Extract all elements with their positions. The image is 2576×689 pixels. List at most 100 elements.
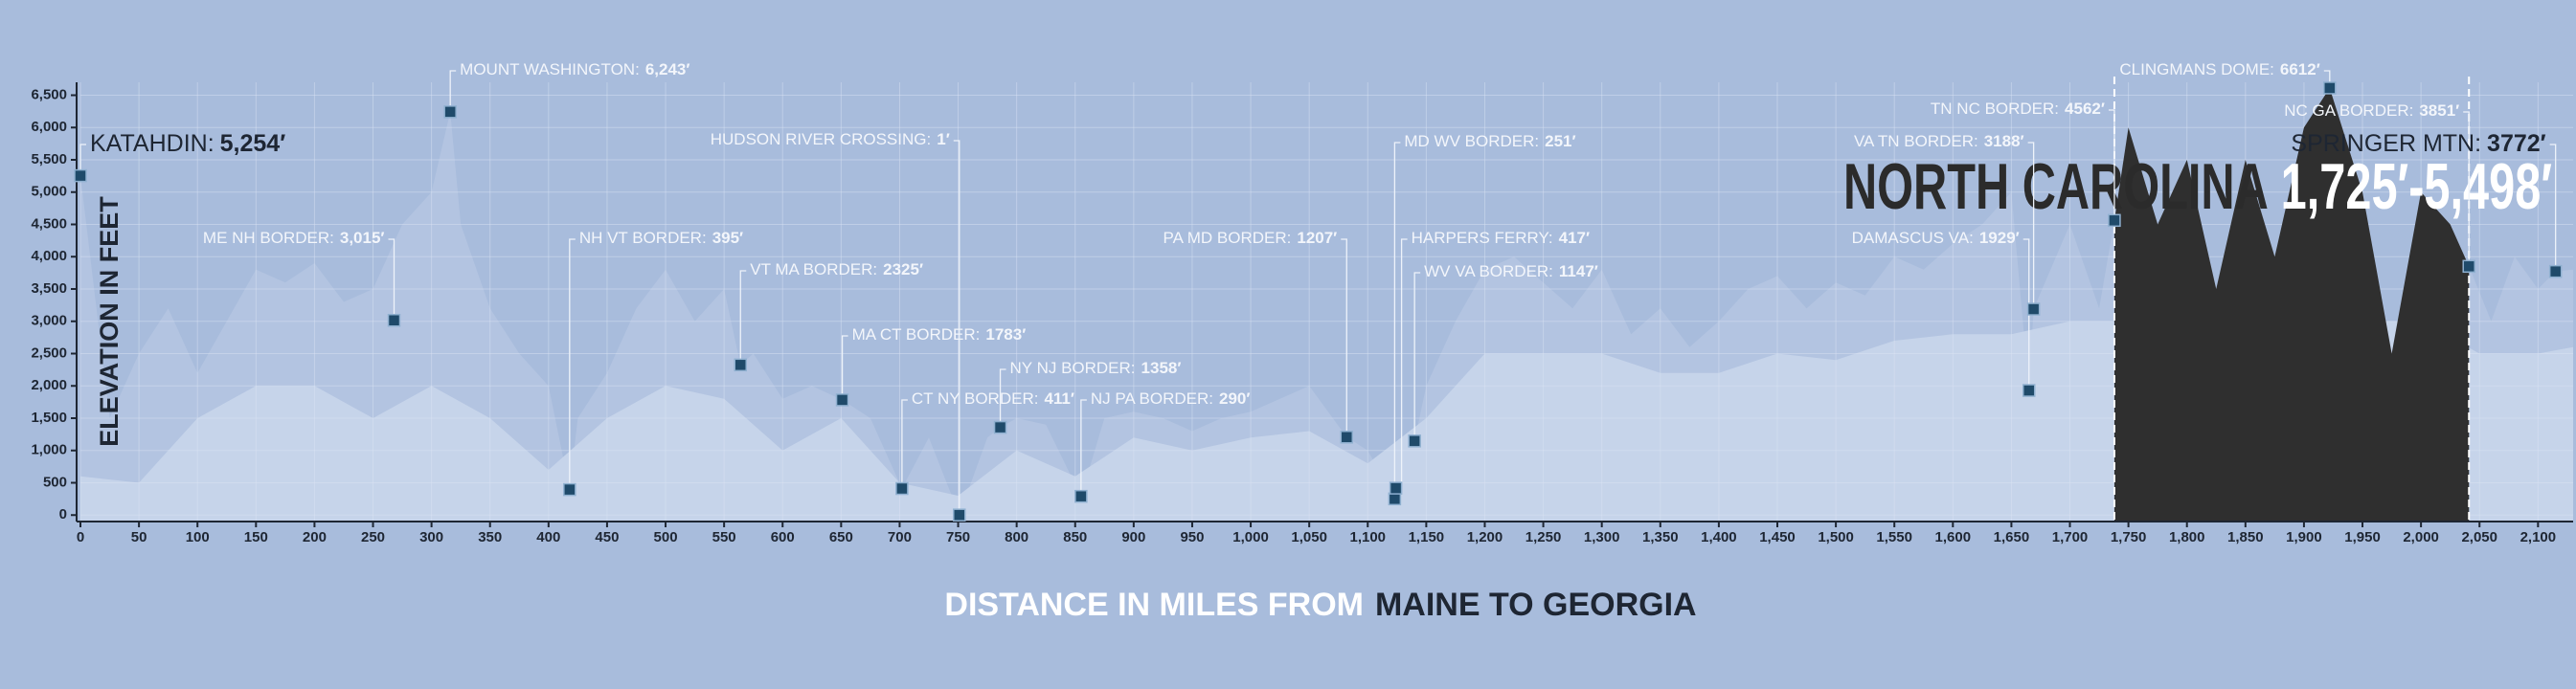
x-tick-label: 1,600 <box>1935 529 1972 545</box>
annotation-value: 2325′ <box>883 260 923 278</box>
annotation-name: VA TN BORDER: <box>1854 132 1978 150</box>
y-tick-label: 5,500 <box>31 151 67 167</box>
highlight-title: NORTH CAROLINA1,725′-5,498′ <box>1843 150 2552 223</box>
annotation-value: 1929′ <box>1979 229 2020 247</box>
x-tick-label: 1,400 <box>1701 529 1737 545</box>
leader-line <box>1341 238 1347 432</box>
x-tick-label: 1,950 <box>2344 529 2381 545</box>
y-axis-title: ELEVATION IN FEET <box>95 196 124 447</box>
annotation-name: MOUNT WASHINGTON: <box>460 60 640 78</box>
annotation-value: 290′ <box>1219 389 1250 408</box>
annotation-name: NY NJ BORDER: <box>1010 359 1136 377</box>
x-tick-label: 950 <box>1180 529 1204 545</box>
x-tick-label: 900 <box>1121 529 1145 545</box>
x-tick-label: 800 <box>1005 529 1028 545</box>
y-tick-label: 0 <box>59 506 67 522</box>
x-tick-label: 1,650 <box>1994 529 2030 545</box>
annotation-label: CT NY BORDER: 411′ <box>912 389 1074 408</box>
x-tick-label: 1,350 <box>1642 529 1679 545</box>
annotation-value: 1′ <box>937 130 950 148</box>
annotation-label: NH VT BORDER: 395′ <box>579 229 743 247</box>
y-tick-label: 6,500 <box>31 86 67 102</box>
annotation-label: MD WV BORDER: 251′ <box>1404 132 1575 150</box>
marker <box>993 420 1007 434</box>
x-tick-label: 400 <box>536 529 560 545</box>
x-axis-title-end: MAINE TO GEORGIA <box>1375 587 1697 623</box>
annotation-value: 3772′ <box>2487 130 2546 157</box>
annotation-label: VA TN BORDER: 3188′ <box>1854 132 2024 150</box>
leader-line <box>449 70 457 106</box>
leader-line <box>999 368 1006 422</box>
x-tick-label: 1,200 <box>1467 529 1503 545</box>
annotation-label: HUDSON RIVER CROSSING: 1′ <box>711 130 950 148</box>
marker <box>835 393 849 407</box>
annotation-label: MOUNT WASHINGTON: 6,243′ <box>460 60 689 78</box>
annotation-value: 411′ <box>1044 389 1074 408</box>
annotation-value: 4562′ <box>2065 100 2105 118</box>
annotation-label: TN NC BORDER: 4562′ <box>1931 100 2105 118</box>
x-tick-label: 1,450 <box>1759 529 1796 545</box>
x-tick-label: 2,100 <box>2520 529 2557 545</box>
marker <box>443 105 457 119</box>
leader-line <box>953 140 960 510</box>
y-tick-label: 4,500 <box>31 215 67 232</box>
x-tick-label: 600 <box>771 529 795 545</box>
x-tick-label: 850 <box>1063 529 1087 545</box>
y-tick-label: 3,000 <box>31 313 67 329</box>
x-tick-label: 300 <box>419 529 443 545</box>
x-tick-label: 500 <box>654 529 678 545</box>
marker <box>2026 302 2041 316</box>
y-tick-label: 6,000 <box>31 119 67 135</box>
x-tick-label: 1,050 <box>1291 529 1327 545</box>
leader-line <box>79 144 86 170</box>
leader-line <box>1393 142 1401 494</box>
annotation-label: CLINGMANS DOME: 6612′ <box>2119 60 2319 78</box>
leader-line <box>1400 238 1408 483</box>
annotation-name: MA CT BORDER: <box>852 325 981 344</box>
marker <box>387 313 401 327</box>
annotation-name: NC GA BORDER: <box>2284 101 2413 120</box>
marker <box>953 508 966 522</box>
annotation-label: WV VA BORDER: 1147′ <box>1424 262 1598 280</box>
marker <box>1074 489 1088 503</box>
x-tick-label: 200 <box>303 529 327 545</box>
annotation-value: 1147′ <box>1559 262 1598 280</box>
annotation-name: NH VT BORDER: <box>579 229 707 247</box>
y-tick-label: 4,000 <box>31 248 67 264</box>
x-tick-label: 700 <box>888 529 912 545</box>
annotation-name: NJ PA BORDER: <box>1091 389 1213 408</box>
annotation-value: 395′ <box>712 229 743 247</box>
x-tick-label: 0 <box>77 529 84 545</box>
annotation-label: NY NJ BORDER: 1358′ <box>1010 359 1182 377</box>
x-tick-label: 1,100 <box>1349 529 1386 545</box>
x-axis-title: DISTANCE IN MILES FROM MAINE TO GEORGIA <box>944 587 1696 623</box>
x-tick-label: 50 <box>131 529 147 545</box>
annotation-label: ME NH BORDER: 3,015′ <box>203 229 385 247</box>
annotation-label: MA CT BORDER: 1783′ <box>852 325 1027 344</box>
x-tick-label: 100 <box>186 529 210 545</box>
x-tick-label: 2,000 <box>2403 529 2439 545</box>
x-tick-label: 1,150 <box>1409 529 1445 545</box>
leader-line <box>739 270 747 360</box>
annotation-name: VT MA BORDER: <box>750 260 877 278</box>
leader-line <box>1080 399 1087 491</box>
x-tick-label: 1,250 <box>1525 529 1562 545</box>
annotation-name: WV VA BORDER: <box>1424 262 1553 280</box>
annotation-value: 3851′ <box>2419 101 2459 120</box>
marker <box>2022 384 2036 397</box>
y-tick-label: 1,000 <box>31 442 67 458</box>
leader-line <box>2108 109 2115 215</box>
annotation-value: 6,243′ <box>645 60 690 78</box>
annotation-name: TN NC BORDER: <box>1931 100 2059 118</box>
x-tick-label: 550 <box>712 529 736 545</box>
marker <box>2323 81 2337 95</box>
marker <box>1389 481 1403 495</box>
marker <box>2108 213 2121 228</box>
x-tick-label: 1,300 <box>1584 529 1620 545</box>
annotation-label: DAMASCUS VA: 1929′ <box>1852 229 2020 247</box>
x-tick-label: 1,750 <box>2111 529 2147 545</box>
y-tick-label: 3,500 <box>31 280 67 297</box>
x-tick-label: 250 <box>361 529 385 545</box>
highlight-name: NORTH CAROLINA <box>1843 150 2269 223</box>
annotation-name: KATAHDIN: <box>90 130 215 157</box>
